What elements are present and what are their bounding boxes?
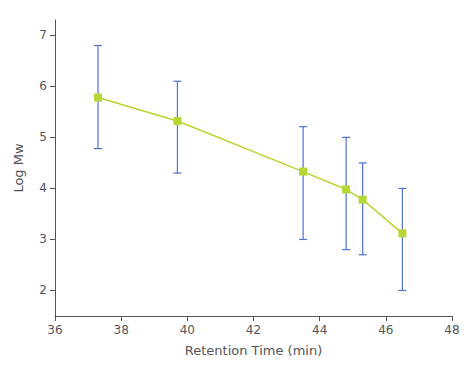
svg-text:44: 44: [312, 323, 327, 337]
svg-text:36: 36: [47, 323, 62, 337]
svg-text:42: 42: [246, 323, 261, 337]
svg-text:4: 4: [39, 181, 47, 195]
svg-text:5: 5: [39, 130, 47, 144]
svg-text:46: 46: [378, 323, 393, 337]
svg-text:40: 40: [180, 323, 195, 337]
svg-text:6: 6: [39, 79, 47, 93]
svg-text:3: 3: [39, 232, 47, 246]
svg-text:Retention Time (min): Retention Time (min): [185, 343, 322, 358]
svg-text:Log Mw: Log Mw: [11, 143, 26, 193]
svg-text:2: 2: [39, 283, 47, 297]
svg-text:48: 48: [444, 323, 459, 337]
svg-text:7: 7: [39, 28, 47, 42]
svg-text:38: 38: [114, 323, 129, 337]
